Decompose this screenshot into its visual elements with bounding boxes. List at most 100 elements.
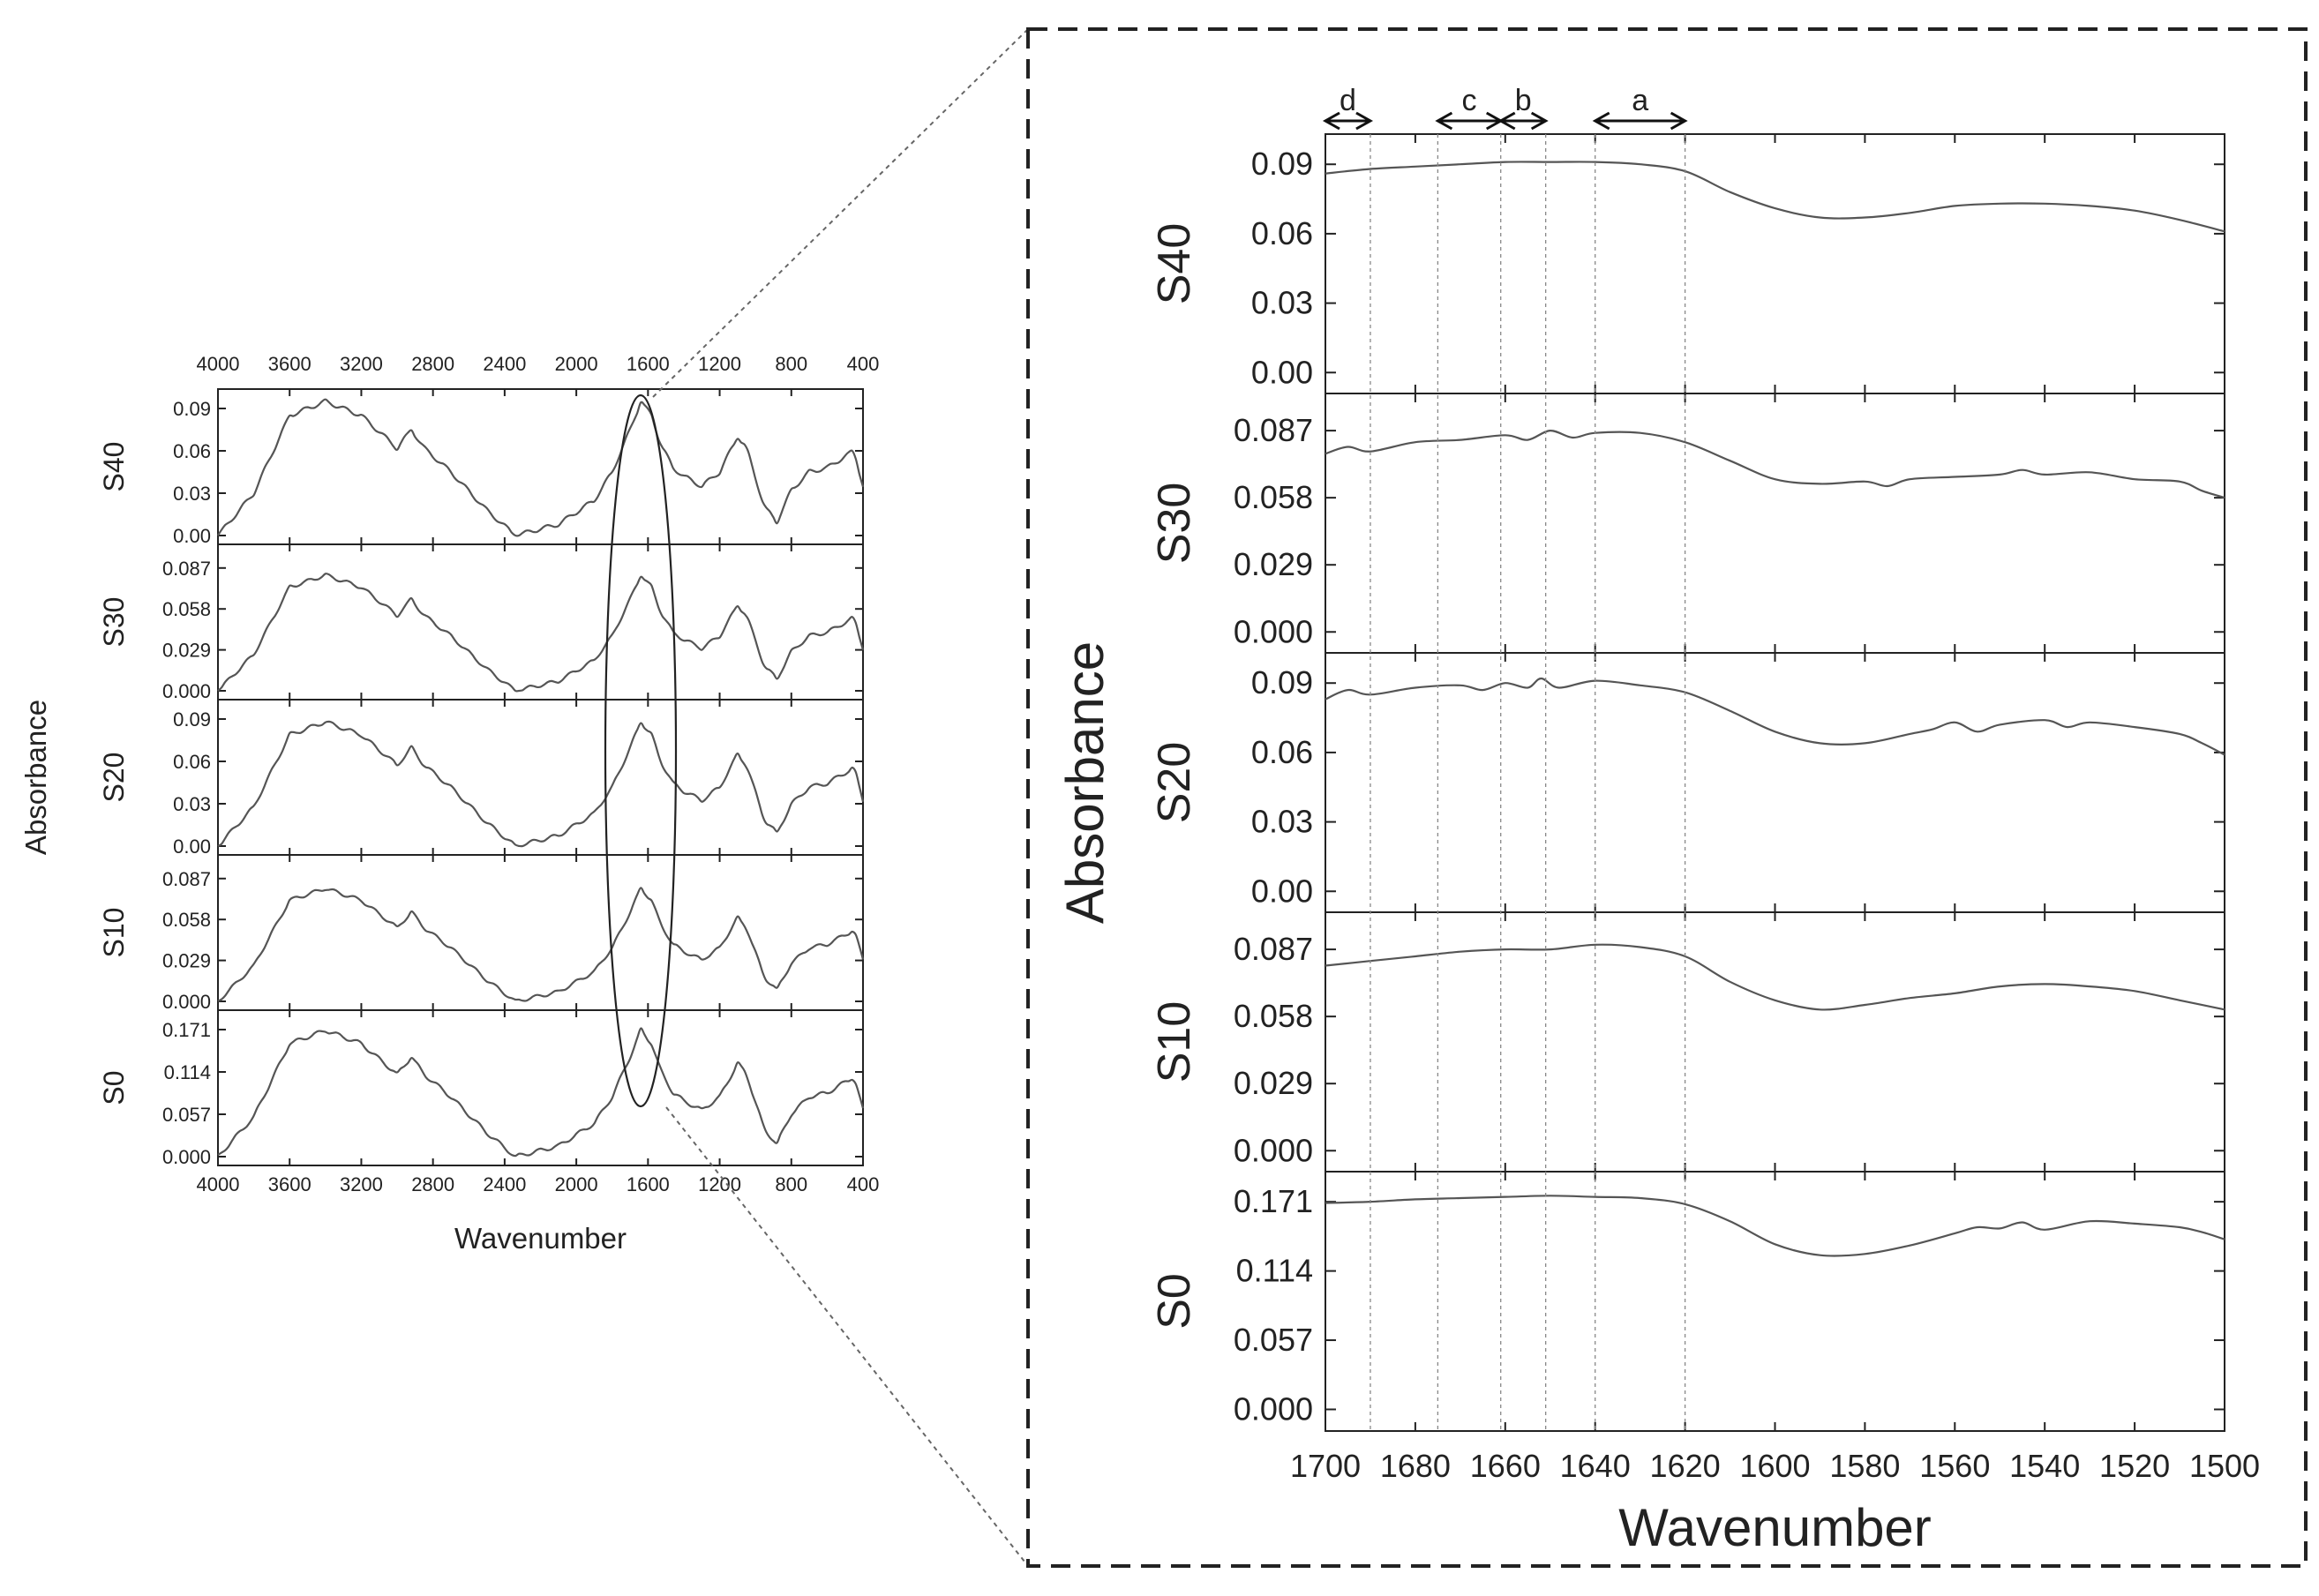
y-tick-label: 0.058 — [162, 909, 211, 931]
x-tick-label: 1700 — [1290, 1448, 1361, 1484]
spectrum-line — [1325, 430, 2225, 499]
x-tick-label-top: 4000 — [197, 353, 240, 375]
panel-label: S20 — [98, 753, 130, 803]
spectrum-line — [217, 398, 865, 537]
y-tick-label: 0.000 — [1234, 1132, 1313, 1168]
x-tick-label: 2400 — [483, 1173, 526, 1195]
panel-label: S10 — [98, 908, 130, 958]
region-arrowhead — [1322, 111, 1340, 131]
y-tick-label: 0.06 — [1251, 215, 1313, 251]
x-tick-label-top: 1600 — [627, 353, 670, 375]
x-tick-label: 1640 — [1560, 1448, 1631, 1484]
y-tick-label: 0.114 — [164, 1061, 211, 1083]
spectrum-line — [1325, 1195, 2225, 1257]
y-tick-label: 0.057 — [162, 1104, 211, 1126]
x-tick-label: 400 — [847, 1173, 880, 1195]
spectrum-line — [217, 1027, 865, 1158]
y-tick-label: 0.06 — [173, 440, 211, 462]
y-tick-label: 0.00 — [1251, 873, 1313, 909]
x-tick-label-top: 2400 — [483, 353, 526, 375]
panel-frame — [217, 1009, 864, 1166]
x-tick-label: 1580 — [1829, 1448, 1900, 1484]
x-axis-label: Wavenumber — [454, 1222, 627, 1255]
panel-frame — [1325, 1171, 2225, 1432]
y-tick-label: 0.171 — [1234, 1183, 1313, 1219]
x-tick-label: 1600 — [627, 1173, 670, 1195]
y-tick-label: 0.114 — [1236, 1253, 1313, 1289]
spectrum-line — [1325, 677, 2225, 756]
x-tick-label: 3200 — [340, 1173, 383, 1195]
y-tick-label: 0.057 — [1234, 1322, 1313, 1358]
region-arrowhead — [1435, 111, 1453, 131]
overview-chart: 0.00 0.03 0.06 0.09 S40 0.000 0.029 0.058 0.087 S… — [19, 353, 879, 1255]
y-tick-label: 0.058 — [1234, 998, 1313, 1034]
y-tick-label: 0.087 — [162, 868, 211, 890]
y-axis-label: Absorbance — [1055, 641, 1114, 924]
y-tick-label: 0.03 — [173, 483, 211, 505]
y-tick-label: 0.03 — [1251, 804, 1313, 840]
x-tick-label: 2000 — [555, 1173, 598, 1195]
y-tick-label: 0.09 — [1251, 664, 1313, 701]
x-tick-label: 1500 — [2189, 1448, 2260, 1484]
y-tick-label: 0.06 — [173, 751, 211, 773]
x-tick-label-top: 3200 — [340, 353, 383, 375]
panel-label: S30 — [1149, 483, 1200, 565]
x-tick-label: 1660 — [1470, 1448, 1541, 1484]
x-tick-label: 1600 — [1739, 1448, 1810, 1484]
zoom-callout — [604, 27, 2308, 1568]
y-tick-label: 0.029 — [1234, 1065, 1313, 1101]
region-label: d — [1340, 84, 1356, 117]
selection-ellipse — [604, 393, 678, 1108]
region-label: a — [1632, 84, 1648, 117]
region-arrowhead — [1497, 111, 1516, 131]
panel-label: S40 — [98, 442, 130, 492]
y-tick-label: 0.087 — [162, 558, 211, 580]
panel-frame — [217, 543, 864, 701]
y-tick-label: 0.087 — [1234, 412, 1313, 448]
region-arrowhead — [1530, 111, 1549, 131]
x-tick-label: 1520 — [2099, 1448, 2170, 1484]
panel-label: S30 — [98, 597, 130, 648]
y-tick-label: 0.09 — [1251, 146, 1313, 182]
y-tick-label: 0.029 — [162, 950, 211, 972]
x-tick-label-top: 2000 — [555, 353, 598, 375]
x-tick-label: 2800 — [411, 1173, 454, 1195]
spectrum-line — [1325, 161, 2225, 233]
zoom-box — [1026, 27, 2308, 1568]
y-tick-label: 0.00 — [1251, 354, 1313, 390]
y-tick-label: 0.06 — [1251, 734, 1313, 770]
region-arrowhead — [1670, 111, 1688, 131]
panel-frame — [1325, 393, 2225, 654]
spectrum-line — [217, 887, 865, 1002]
panel-frame — [217, 699, 864, 856]
y-tick-label: 0.09 — [173, 398, 211, 420]
panel-label: S40 — [1149, 223, 1200, 305]
y-tick-label: 0.171 — [162, 1019, 211, 1041]
zoom-connector-line — [665, 1106, 1029, 1567]
panel-label: S0 — [98, 1070, 130, 1105]
y-tick-label: 0.000 — [162, 1146, 211, 1168]
x-tick-label: 4000 — [197, 1173, 240, 1195]
y-axis-label: Absorbance — [19, 700, 52, 855]
y-tick-label: 0.00 — [173, 525, 211, 547]
panel-label: S10 — [1149, 1001, 1200, 1083]
x-tick-label: 800 — [775, 1173, 807, 1195]
y-tick-label: 0.03 — [173, 793, 211, 815]
y-tick-label: 0.058 — [1234, 479, 1313, 515]
panel-frame — [1325, 133, 2225, 394]
x-tick-label: 1560 — [1919, 1448, 1990, 1484]
panel-frame — [217, 388, 864, 545]
x-tick-label-top: 400 — [847, 353, 880, 375]
region-arrowhead — [1355, 111, 1374, 131]
spectrum-line — [1325, 943, 2225, 1011]
region-label: c — [1462, 84, 1477, 117]
y-tick-label: 0.058 — [162, 598, 211, 620]
x-tick-label: 3600 — [268, 1173, 311, 1195]
y-tick-label: 0.000 — [162, 991, 211, 1013]
region-label: b — [1515, 84, 1532, 117]
x-tick-label-top: 800 — [775, 353, 807, 375]
spectrum-line — [217, 573, 865, 693]
zoom-connector-line — [652, 28, 1029, 398]
panel-frame — [1325, 652, 2225, 913]
